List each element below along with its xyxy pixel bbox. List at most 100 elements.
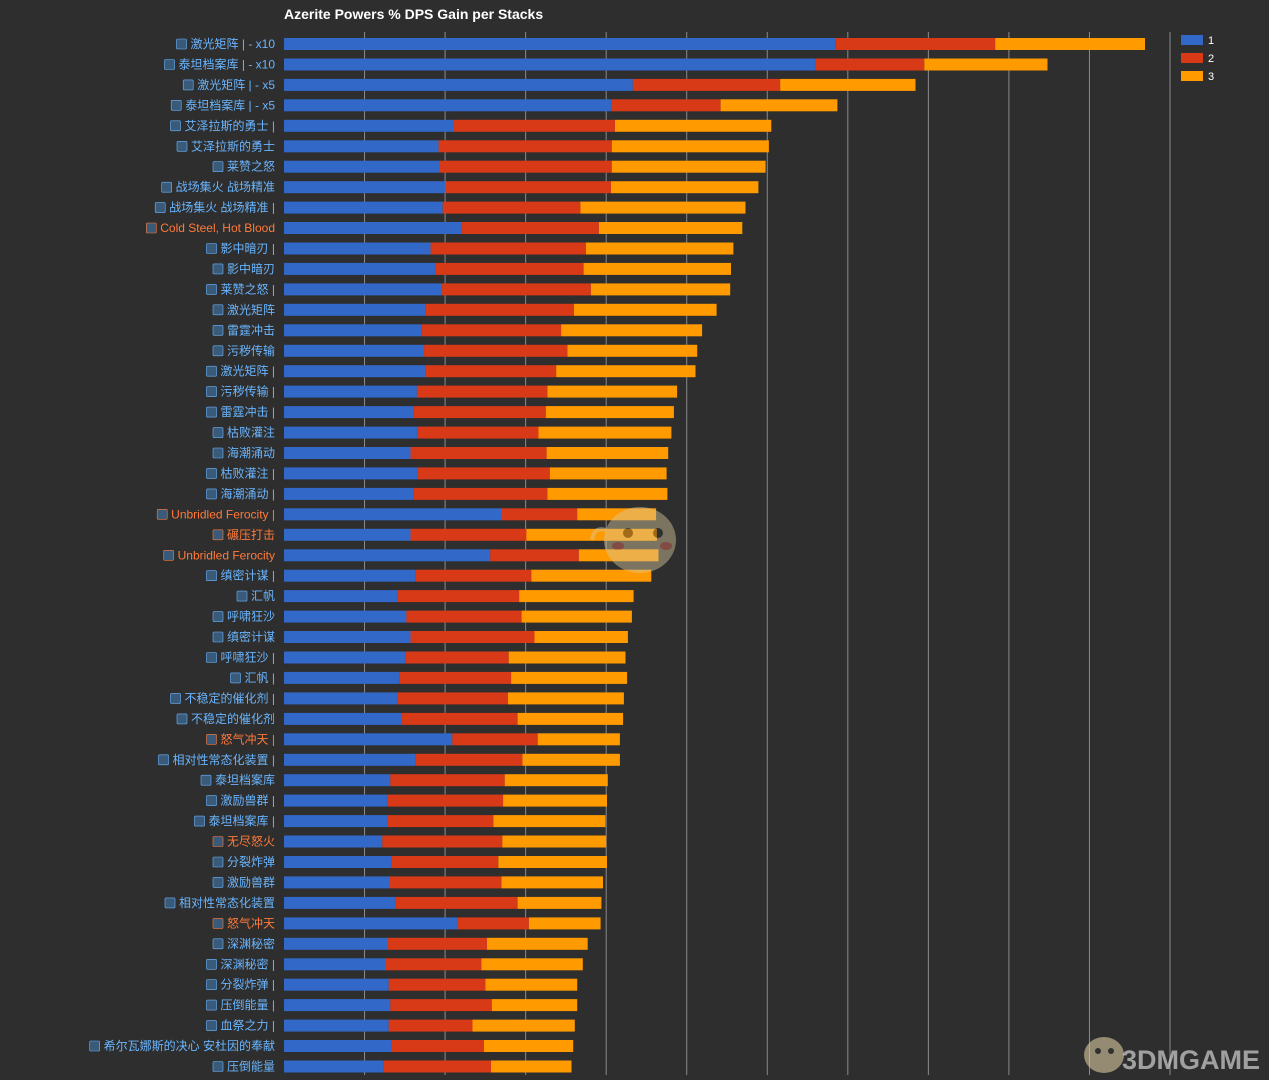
row-label: 怒气冲天 | xyxy=(221,731,275,746)
bar-segment-3 xyxy=(574,303,717,316)
talent-icon xyxy=(212,611,224,622)
bar-segment-3 xyxy=(598,222,743,234)
bar-segment-1 xyxy=(284,140,439,153)
bar-segment-2 xyxy=(424,344,568,357)
row-label: 激励兽群 xyxy=(227,875,275,889)
bar-segment-3 xyxy=(501,876,603,889)
bar-segment-1 xyxy=(284,426,418,439)
bar-segment-1 xyxy=(284,38,836,50)
bar-segment-1 xyxy=(284,917,458,930)
talent-icon xyxy=(230,672,241,684)
row-label: 雷霆冲击 xyxy=(227,322,275,337)
bar-segment-3 xyxy=(511,671,628,684)
talent-icon xyxy=(206,468,217,479)
bar-segment-2 xyxy=(435,262,584,275)
bar-segment-2 xyxy=(438,140,612,153)
talent-icon xyxy=(170,100,182,111)
bar-segment-2 xyxy=(425,303,574,316)
bar-segment-1 xyxy=(284,978,389,991)
bar-segment-1 xyxy=(284,794,388,807)
bar-segment-3 xyxy=(534,631,628,643)
bar-segment-1 xyxy=(284,487,414,500)
bar-segment-2 xyxy=(442,201,581,214)
bar-segment-2 xyxy=(397,590,520,603)
bar-segment-2 xyxy=(835,38,996,50)
talent-icon xyxy=(212,447,224,459)
row-label: 压倒能量 xyxy=(227,1060,275,1074)
bar-segment-3 xyxy=(504,774,608,787)
bar-segment-1 xyxy=(284,753,416,766)
row-label: 相对性常态化装置 | xyxy=(173,753,275,767)
bar-segment-1 xyxy=(284,610,407,623)
bar-segment-2 xyxy=(410,631,535,643)
bar-segment-3 xyxy=(580,201,746,214)
talent-icon xyxy=(146,222,157,234)
bar-segment-1 xyxy=(284,78,633,91)
legend-label-2: 2 xyxy=(1208,53,1214,65)
bar-segment-1 xyxy=(284,467,418,480)
bar-segment-1 xyxy=(284,181,446,194)
talent-icon xyxy=(206,488,217,500)
bar-segment-3 xyxy=(491,999,578,1012)
row-label: Unbridled Ferocity xyxy=(178,548,275,562)
bar-segment-2 xyxy=(410,528,527,541)
talent-icon xyxy=(212,324,224,336)
talent-icon xyxy=(158,754,169,766)
bar-segment-3 xyxy=(611,140,769,153)
bar-segment-2 xyxy=(417,426,539,439)
bar-segment-3 xyxy=(611,181,759,194)
row-label: 影中暗刃 | xyxy=(221,241,275,256)
bar-segment-3 xyxy=(546,447,669,459)
talent-icon xyxy=(170,693,181,704)
row-label: 无尽怒火 xyxy=(227,834,275,849)
bar-segment-3 xyxy=(472,1019,575,1032)
row-label: 压倒能量 | xyxy=(221,998,275,1012)
talent-icon xyxy=(212,938,224,950)
row-label: 不稳定的催化剂 | xyxy=(185,690,275,705)
row-label: 分裂炸弹 | xyxy=(221,978,275,992)
bar-segment-3 xyxy=(498,856,607,868)
bar-segment-3 xyxy=(503,794,607,807)
talent-icon xyxy=(170,120,181,132)
bar-segment-1 xyxy=(284,324,422,337)
row-label: 汇帆 | xyxy=(245,670,275,685)
bar-segment-3 xyxy=(522,753,620,766)
bar-segment-1 xyxy=(284,692,398,705)
chart-title: Azerite Powers % DPS Gain per Stacks xyxy=(284,6,543,22)
bar-segment-2 xyxy=(415,753,523,766)
row-label: 激光矩阵 | xyxy=(221,364,275,378)
bar-segment-1 xyxy=(284,365,426,378)
bar-segment-3 xyxy=(556,365,696,378)
bar-segment-3 xyxy=(507,692,624,705)
row-label: 缜密计谋 xyxy=(227,629,275,644)
row-label: 影中暗刃 xyxy=(227,261,275,276)
bars xyxy=(284,38,1145,1073)
bar-segment-1 xyxy=(284,1040,392,1052)
talent-icon xyxy=(212,836,224,847)
talent-icon xyxy=(206,733,217,745)
bar-segment-2 xyxy=(387,815,494,828)
bar-segment-3 xyxy=(528,917,601,930)
row-label: 污秽传输 xyxy=(227,343,275,358)
legend-label-3: 3 xyxy=(1208,71,1214,83)
bar-segment-3 xyxy=(545,406,674,419)
row-label: 激励兽群 | xyxy=(221,794,275,808)
bar-segment-1 xyxy=(284,896,396,909)
bar-segment-1 xyxy=(284,303,426,316)
bar-segment-2 xyxy=(439,160,612,173)
row-label: 相对性常态化装置 xyxy=(179,896,275,910)
bar-segment-2 xyxy=(490,549,579,562)
row-label: 呼啸狂沙 | xyxy=(221,651,275,665)
bar-segment-3 xyxy=(583,262,731,275)
row-label: 血祭之力 | xyxy=(221,1019,275,1033)
bar-segment-1 xyxy=(284,835,383,848)
bar-segment-2 xyxy=(401,712,518,725)
row-label: 莱赞之怒 xyxy=(227,159,275,174)
talent-icon xyxy=(200,774,212,786)
bar-segment-1 xyxy=(284,222,462,234)
bar-segment-3 xyxy=(567,344,698,357)
bar-segment-1 xyxy=(284,385,417,398)
bar-segment-1 xyxy=(284,262,436,275)
row-label: 希尔瓦娜斯的决心 安杜因的奉献 xyxy=(104,1038,275,1053)
bar-segment-1 xyxy=(284,447,411,459)
